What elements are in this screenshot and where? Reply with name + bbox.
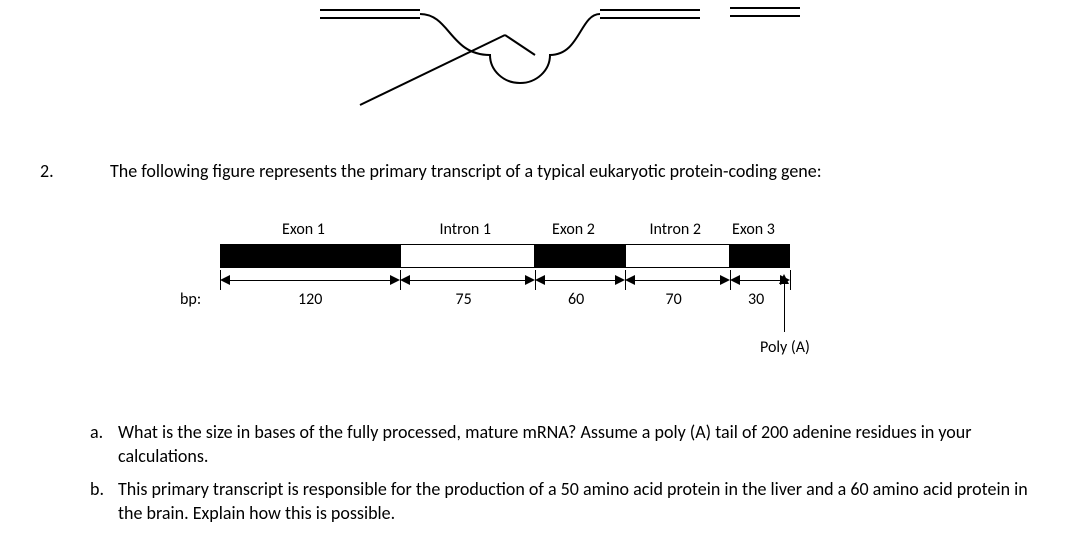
arrow-head-icon <box>535 275 545 285</box>
segment-label: Intron 1 <box>440 220 492 239</box>
segment-bp-value: 120 <box>298 290 322 309</box>
arrow-head-icon <box>390 275 400 285</box>
subquestion-b-letter: b. <box>90 477 104 501</box>
arrow-head-icon <box>730 275 740 285</box>
segment-label: Exon 1 <box>282 220 325 239</box>
extent-arrow <box>224 280 396 281</box>
splicing-sketch <box>300 0 800 110</box>
intron-segment <box>400 244 535 268</box>
extent-arrow <box>629 280 726 281</box>
arrow-head-icon <box>720 275 730 285</box>
boundary-tick <box>625 270 626 290</box>
exon-segment <box>535 244 625 268</box>
boundary-tick <box>535 270 536 290</box>
polya-arrow-icon <box>779 274 789 284</box>
boundary-tick <box>220 270 221 290</box>
segment-label: Intron 2 <box>650 220 702 239</box>
boundary-tick <box>730 270 731 290</box>
exon-segment <box>730 244 790 268</box>
intron-segment <box>625 244 730 268</box>
transcript-diagram: bp: Poly (A) Exon 1 120 Intron 1 75 Exon 2 60… <box>180 220 880 380</box>
subquestion-a-letter: a. <box>90 420 103 444</box>
polya-pointer-line <box>784 282 785 332</box>
bp-axis-label: bp: <box>180 290 201 309</box>
question-stem: 2. The following figure represents the p… <box>40 160 1040 182</box>
subquestion-a: a. What is the size in bases of the full… <box>90 420 1040 469</box>
segment-bp-value: 30 <box>748 290 764 309</box>
question-text: The following figure represents the prim… <box>110 160 1040 182</box>
extent-arrow <box>539 280 621 281</box>
arrow-head-icon <box>615 275 625 285</box>
extent-arrow <box>404 280 531 281</box>
subquestion-b: b. This primary transcript is responsibl… <box>90 477 1040 526</box>
polya-label: Poly (A) <box>760 338 810 357</box>
segment-label: Exon 3 <box>732 220 775 239</box>
segment-bp-value: 60 <box>568 290 584 309</box>
subquestion-b-text: This primary transcript is responsible f… <box>118 477 1040 526</box>
arrow-head-icon <box>625 275 635 285</box>
question-number: 2. <box>40 160 110 182</box>
arrow-head-icon <box>400 275 410 285</box>
arrow-head-icon <box>525 275 535 285</box>
boundary-tick <box>400 270 401 290</box>
segment-label: Exon 2 <box>552 220 595 239</box>
boundary-tick <box>790 270 791 290</box>
segment-bp-value: 75 <box>456 290 472 309</box>
subquestion-a-text: What is the size in bases of the fully p… <box>118 420 1040 469</box>
exon-segment <box>220 244 400 268</box>
arrow-head-icon <box>220 275 230 285</box>
segment-bp-value: 70 <box>666 290 682 309</box>
